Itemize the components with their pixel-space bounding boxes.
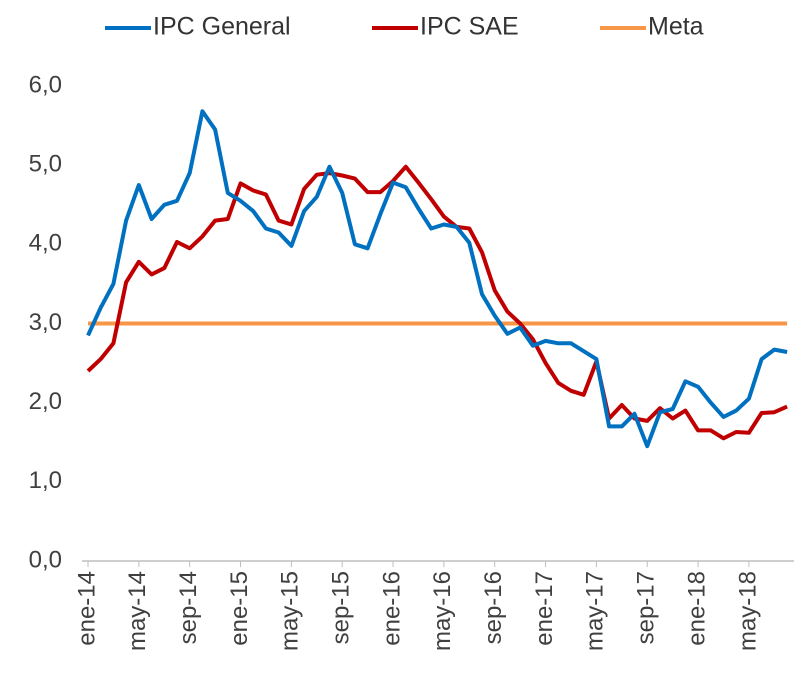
legend-label: IPC SAE: [420, 13, 519, 41]
x-tick-label: ene-17: [531, 571, 558, 646]
legend-label: Meta: [648, 13, 704, 41]
series-line: [86, 109, 788, 449]
y-tick-label: 1,0: [29, 467, 62, 494]
x-tick-label: may-18: [734, 571, 761, 651]
x-tick-label: may-17: [582, 571, 609, 651]
x-tick-label: may-16: [429, 571, 456, 651]
x-tick-label: ene-18: [683, 571, 710, 646]
y-tick-label: 0,0: [29, 546, 62, 573]
y-tick-label: 6,0: [29, 71, 62, 98]
x-tick-label: ene-14: [73, 571, 100, 646]
x-tick-label: may-14: [124, 571, 151, 651]
x-tick-label: sep-17: [633, 571, 660, 644]
y-tick-label: 4,0: [29, 230, 62, 257]
y-tick-label: 2,0: [29, 388, 62, 415]
legend-label: IPC General: [153, 13, 291, 41]
x-tick-label: sep-14: [175, 571, 202, 644]
x-tick-label: ene-16: [378, 571, 405, 646]
x-tick-label: sep-15: [328, 571, 355, 644]
y-tick-label: 5,0: [29, 151, 62, 178]
y-tick-label: 3,0: [29, 309, 62, 336]
x-tick-label: ene-15: [226, 571, 253, 646]
x-tick-label: may-15: [277, 571, 304, 651]
x-tick-label: sep-16: [480, 571, 507, 644]
series-line: [86, 164, 788, 441]
